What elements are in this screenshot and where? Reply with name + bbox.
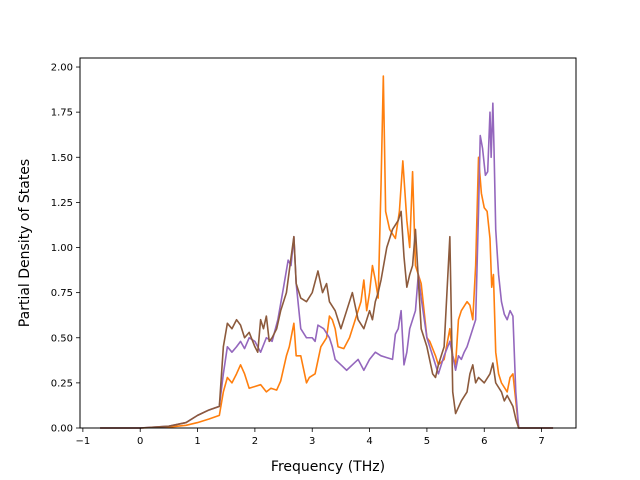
- x-tick-label: 0: [137, 436, 143, 447]
- x-tick-label: 1: [194, 436, 200, 447]
- plot-frame: [79, 57, 577, 429]
- y-tick-label: 2.00: [51, 63, 73, 74]
- y-tick-label: 1.75: [51, 108, 73, 119]
- x-tick-label: 7: [538, 436, 544, 447]
- series-line-1: [100, 102, 554, 429]
- x-tick-label: 5: [424, 436, 430, 447]
- x-tick-label: 3: [309, 436, 315, 447]
- x-tick-label: 2: [252, 436, 258, 447]
- y-axis-ticks: 0.00 0.25 0.50 0.75 1.00 1.25 1.50 1.75 2.00: [51, 63, 80, 435]
- y-tick-label: 0.25: [51, 378, 73, 389]
- y-tick-label: 0.00: [51, 424, 73, 435]
- y-tick-label: 0.50: [51, 333, 73, 344]
- x-tick-label: −1: [75, 436, 90, 447]
- x-tick-label: 4: [366, 436, 372, 447]
- y-tick-label: 1.25: [51, 198, 73, 209]
- series-line-0: [100, 75, 554, 429]
- series-line-2: [100, 210, 554, 429]
- y-tick-label: 0.75: [51, 288, 73, 299]
- series-layer: [100, 75, 554, 429]
- y-tick-label: 1.50: [51, 153, 73, 164]
- y-axis-label: Partial Density of States: [17, 159, 33, 327]
- x-tick-label: 6: [481, 436, 487, 447]
- x-axis-label: Frequency (THz): [271, 459, 385, 475]
- x-axis-ticks: −1 0 1 2 3 4 5 6 7: [75, 428, 545, 447]
- y-tick-label: 1.00: [51, 243, 73, 254]
